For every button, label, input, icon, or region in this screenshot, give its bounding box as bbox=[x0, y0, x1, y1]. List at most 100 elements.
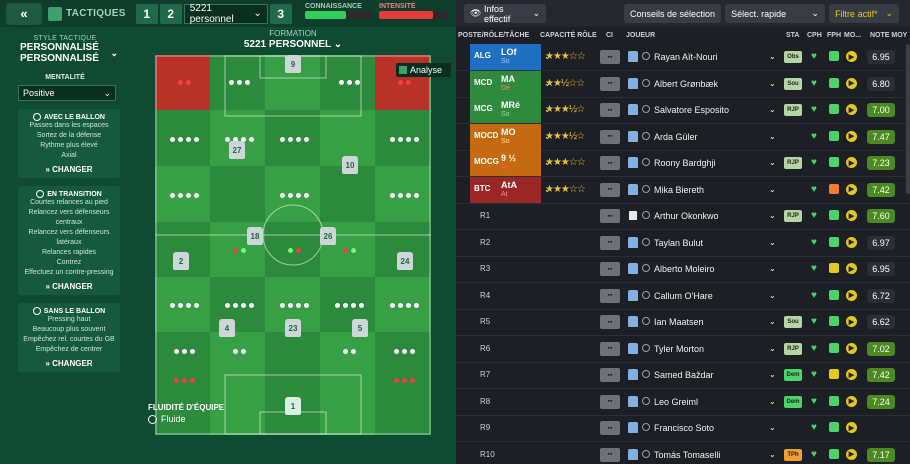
table-row[interactable]: R3 ▪▪ Alberto Moleiro ⌄ ♥ ▶ 6.95 bbox=[456, 256, 910, 282]
change-button[interactable]: » CHANGER bbox=[45, 359, 93, 368]
tactic-tab-2[interactable]: 2 bbox=[159, 3, 182, 24]
player-shirt[interactable]: 4 bbox=[219, 319, 235, 337]
formation-name[interactable]: 5221 PERSONNEL ⌄ bbox=[243, 39, 343, 50]
chevron-down-icon[interactable]: ⌄ bbox=[769, 105, 776, 114]
instructions-icon[interactable]: ▪▪ bbox=[600, 156, 620, 170]
change-button[interactable]: » CHANGER bbox=[45, 165, 93, 174]
header-player[interactable]: JOUEUR bbox=[626, 32, 656, 39]
change-button[interactable]: » CHANGER bbox=[45, 282, 93, 291]
header-cph[interactable]: CPH bbox=[807, 32, 822, 39]
instructions-icon[interactable]: ▪▪ bbox=[600, 288, 620, 303]
chevron-down-icon[interactable]: ⌄ bbox=[769, 343, 776, 353]
info-select[interactable]: 👁 Infos effectif ⌄ bbox=[464, 4, 546, 24]
header-role[interactable]: POSTE/RÔLE/TÂCHE bbox=[458, 32, 530, 39]
table-row[interactable]: R10 ▪▪ Tomás Tomaselli ⌄ TPh ♥ ▶ 7.17 bbox=[456, 442, 910, 464]
header-sta[interactable]: STA bbox=[786, 32, 800, 39]
player-shirt[interactable]: 26 bbox=[320, 227, 336, 245]
table-row[interactable]: R8 ▪▪ Leo Greiml ⌄ Dem ♥ ▶ 7.24 bbox=[456, 389, 910, 415]
role-box[interactable]: MCD MA Dé ⌄ bbox=[470, 70, 551, 97]
chevron-down-icon[interactable]: ⌄ bbox=[769, 290, 776, 300]
mentality-select[interactable]: Positive ⌄ bbox=[18, 85, 116, 101]
table-row[interactable]: R9 ▪▪ Francisco Soto ⌄ ♥ ▶ bbox=[456, 415, 910, 441]
instructions-icon[interactable]: ▪▪ bbox=[600, 421, 620, 435]
back-button[interactable]: « bbox=[6, 2, 42, 25]
player-name[interactable]: Roony Bardghji bbox=[654, 158, 716, 168]
scrollbar[interactable] bbox=[906, 44, 910, 194]
player-shirt[interactable]: 9 bbox=[285, 55, 301, 73]
player-name[interactable]: Tomás Tomaselli bbox=[654, 449, 721, 460]
chevron-down-icon[interactable]: ⌄ bbox=[769, 184, 776, 194]
player-shirt[interactable]: 10 bbox=[342, 156, 358, 174]
player-shirt[interactable]: 24 bbox=[397, 252, 413, 270]
table-row[interactable]: R2 ▪▪ Taylan Bulut ⌄ ♥ ▶ 6.97 bbox=[456, 230, 910, 256]
instructions-icon[interactable]: ▪▪ bbox=[600, 447, 620, 462]
player-name[interactable]: Albert Grønbæk bbox=[654, 78, 719, 89]
instructions-icon[interactable]: ▪▪ bbox=[600, 182, 620, 197]
instructions-icon[interactable]: ▪▪ bbox=[600, 368, 620, 382]
chevron-down-icon[interactable]: ⌄ bbox=[769, 396, 776, 406]
table-row[interactable]: MOCG 9 ½ At ⌄ ★★★☆☆ ▪▪ Roony Bardghji ⌄ RJP ♥ ▶ 7.2… bbox=[456, 150, 910, 176]
instructions-icon[interactable]: ▪▪ bbox=[600, 341, 620, 356]
chevron-down-icon[interactable]: ⌄ bbox=[769, 449, 776, 459]
chevron-down-icon[interactable]: ⌄ bbox=[769, 211, 776, 220]
chevron-down-icon[interactable]: ⌄ bbox=[769, 317, 776, 326]
instructions-icon[interactable]: ▪▪ bbox=[600, 209, 620, 223]
instructions-icon[interactable]: ▪▪ bbox=[600, 50, 620, 64]
quick-select-button[interactable]: Sélect. rapide ⌄ bbox=[725, 4, 826, 23]
role-box[interactable]: MOCD MO So ⌄ bbox=[470, 123, 551, 150]
player-shirt[interactable]: 23 bbox=[285, 319, 301, 337]
player-name[interactable]: Arda Güler bbox=[654, 131, 698, 142]
player-name[interactable]: Tyler Morton bbox=[654, 343, 705, 354]
table-row[interactable]: R4 ▪▪ Callum O'Hare ⌄ ♥ ▶ 6.72 bbox=[456, 283, 910, 309]
player-name[interactable]: Mika Biereth bbox=[654, 184, 705, 195]
header-ability[interactable]: CAPACITÉ RÔLE bbox=[540, 32, 597, 39]
header-note[interactable]: NOTE MOY bbox=[870, 32, 908, 39]
instructions-icon[interactable]: ▪▪ bbox=[600, 129, 620, 144]
chevron-down-icon[interactable]: ⌄ bbox=[769, 423, 776, 432]
player-name[interactable]: Francisco Soto bbox=[654, 423, 715, 433]
role-box[interactable]: MOCG 9 ½ At ⌄ bbox=[470, 150, 551, 176]
chevron-down-icon[interactable]: ⌄ bbox=[769, 158, 776, 167]
player-name[interactable]: Rayan Aït-Nouri bbox=[654, 52, 718, 62]
player-name[interactable]: Taylan Bulut bbox=[654, 237, 704, 248]
tactic-tab-3[interactable]: 3 bbox=[269, 3, 292, 24]
instructions-icon[interactable]: ▪▪ bbox=[600, 262, 620, 276]
analyse-button[interactable]: Analyse bbox=[396, 63, 451, 77]
player-shirt[interactable]: 5 bbox=[352, 319, 368, 337]
instructions-icon[interactable]: ▪▪ bbox=[600, 235, 620, 250]
player-name[interactable]: Salvatore Esposito bbox=[654, 105, 730, 115]
tactic-tab-1[interactable]: 1 bbox=[135, 3, 158, 24]
chevron-down-icon[interactable]: ⌄ bbox=[769, 237, 776, 247]
player-shirt[interactable]: 27 bbox=[229, 141, 245, 159]
table-row[interactable]: MOCD MO So ⌄ ★★★½☆ ▪▪ Arda Güler ⌄ ♥ ▶ 7.47 bbox=[456, 123, 910, 150]
chevron-down-icon[interactable]: ⌄ bbox=[769, 264, 776, 273]
player-name[interactable]: Samed Baždar bbox=[654, 370, 714, 380]
table-row[interactable]: MCG MRé So ⌄ ★★★½☆ ▪▪ Salvatore Esposito ⌄ RJP ♥ ▶… bbox=[456, 97, 910, 123]
chevron-down-icon[interactable]: ⌄ bbox=[769, 370, 776, 379]
player-name[interactable]: Leo Greiml bbox=[654, 396, 699, 407]
header-fph[interactable]: FPH bbox=[827, 32, 841, 39]
header-ci[interactable]: CI bbox=[606, 32, 613, 39]
table-row[interactable]: ALG LOf So ⌄ ★★★☆☆ ▪▪ Rayan Aït-Nouri ⌄ Obs ♥ ▶ 6.9… bbox=[456, 44, 910, 70]
instructions-icon[interactable]: ▪▪ bbox=[600, 103, 620, 117]
instructions-icon[interactable]: ▪▪ bbox=[600, 76, 620, 91]
role-box[interactable]: ALG LOf So ⌄ bbox=[470, 44, 551, 70]
player-name[interactable]: Arthur Okonkwo bbox=[654, 211, 719, 221]
player-shirt[interactable]: 2 bbox=[173, 252, 189, 270]
player-name[interactable]: Alberto Moleiro bbox=[654, 264, 715, 274]
table-row[interactable]: R1 ▪▪ Arthur Okonkwo ⌄ RJP ♥ ▶ 7.60 bbox=[456, 203, 910, 229]
selection-advice-button[interactable]: Conseils de sélection bbox=[624, 4, 722, 23]
player-name[interactable]: Callum O'Hare bbox=[654, 290, 713, 301]
table-row[interactable]: MCD MA Dé ⌄ ★★½☆☆ ▪▪ Albert Grønbæk ⌄ Sou ♥ ▶ 6.80 bbox=[456, 70, 910, 97]
player-shirt[interactable]: 18 bbox=[247, 227, 263, 245]
player-name[interactable]: Ian Maatsen bbox=[654, 317, 704, 327]
chevron-down-icon[interactable]: ⌄ bbox=[769, 78, 776, 88]
role-box[interactable]: MCG MRé So ⌄ bbox=[470, 97, 551, 123]
player-shirt[interactable]: 1 bbox=[285, 397, 301, 415]
chevron-down-icon[interactable]: ⌄ bbox=[769, 52, 776, 61]
style-name[interactable]: PERSONNALISÉ PERSONNALISÉ ⌄ bbox=[8, 42, 122, 64]
table-row[interactable]: BTC AtA At ⌄ ★★★☆☆ ▪▪ Mika Biereth ⌄ ♥ ▶ 7.42 bbox=[456, 176, 910, 203]
chevron-down-icon[interactable]: ⌄ bbox=[769, 131, 776, 141]
header-mo[interactable]: MO... bbox=[844, 32, 862, 39]
table-row[interactable]: R6 ▪▪ Tyler Morton ⌄ RJP ♥ ▶ 7.02 bbox=[456, 336, 910, 362]
